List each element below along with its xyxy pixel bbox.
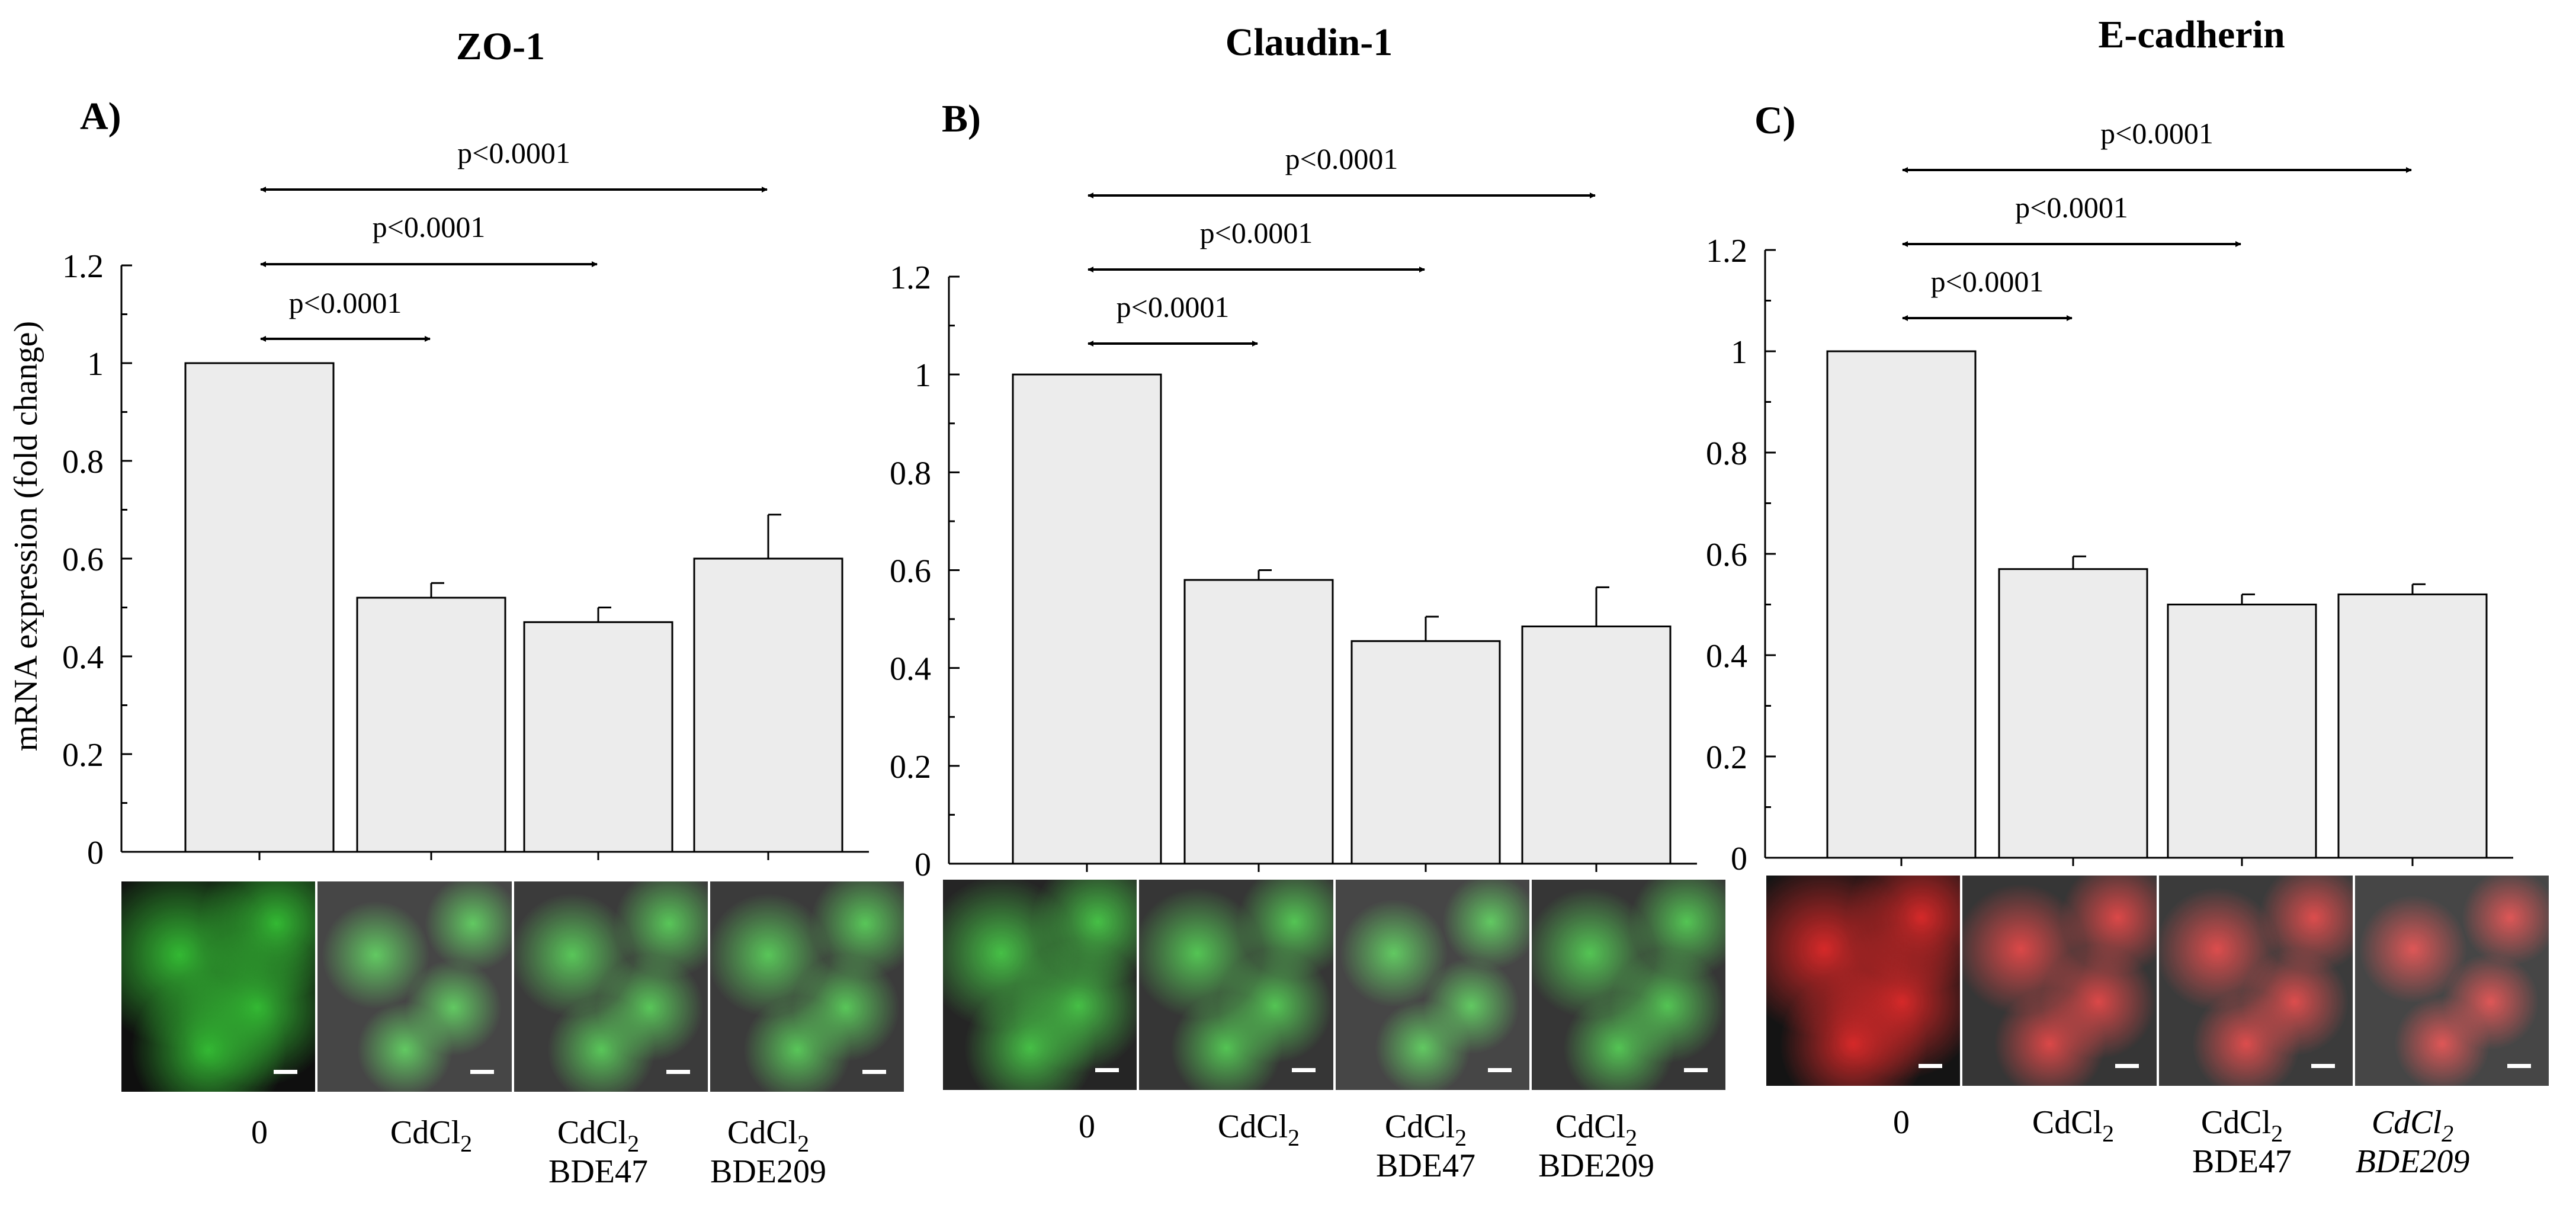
micrograph-tile-4	[710, 881, 904, 1092]
bar-1	[184, 362, 335, 853]
micrograph-tile-2	[317, 881, 512, 1092]
bar-4	[2337, 593, 2488, 859]
micrograph-tile-2	[1139, 880, 1333, 1090]
category-label: CdCl2	[1555, 1108, 1637, 1151]
y-tick-label: 0	[1731, 841, 1747, 877]
y-tick-label: 0.2	[890, 749, 931, 785]
scale-bar	[2507, 1064, 2531, 1068]
micrograph-tile-4	[2354, 876, 2549, 1086]
category-label: CdCl2	[2372, 1104, 2453, 1147]
category-label: CdCl2	[727, 1114, 809, 1157]
scale-bar	[1919, 1064, 1943, 1068]
y-axis-label: mRNA expression (fold change)	[8, 321, 44, 751]
scale-bar	[470, 1070, 494, 1074]
bar-3	[1350, 640, 1501, 865]
y-tick-label: 0.2	[1706, 739, 1747, 776]
scale-bar	[2115, 1064, 2139, 1068]
micrograph-tile-3	[2158, 876, 2353, 1086]
bar-4	[1521, 625, 1672, 865]
category-label: CdCl2	[390, 1114, 472, 1157]
p-value-label: p<0.0001	[1931, 265, 2044, 298]
y-tick-label: 0.8	[62, 444, 104, 480]
y-tick-label: 0.4	[1706, 638, 1747, 675]
category-label-line2: BDE209	[710, 1153, 826, 1190]
bar-2	[356, 597, 506, 853]
bar-2	[1998, 568, 2148, 859]
chart-panel-2: Claudin-1 B) 0 0.2 0.4 0.6 0.8 1 1.2 p<0.0001 p<0.…	[890, 21, 1697, 1184]
y-tick-label: 0.6	[890, 553, 931, 590]
scale-bar	[1291, 1068, 1316, 1072]
panel-label: B)	[942, 97, 981, 140]
category-label: CdCl2	[2032, 1104, 2114, 1147]
panel-title: E-cadherin	[2098, 13, 2285, 56]
p-value-label: p<0.0001	[457, 136, 570, 169]
micrograph-tile-4	[1531, 880, 1725, 1090]
y-tick-label: 1.2	[1706, 233, 1747, 270]
scale-bar	[1684, 1068, 1708, 1072]
y-tick-label: 0.6	[1706, 537, 1747, 573]
category-label-line2: BDE47	[548, 1153, 648, 1190]
y-tick-label: 0	[87, 835, 104, 871]
panel-label: C)	[1754, 99, 1796, 142]
bar-4	[693, 557, 843, 853]
scale-bar	[1095, 1068, 1119, 1072]
category-label-line2: BDE209	[2356, 1143, 2470, 1180]
category-label: 0	[1893, 1104, 1910, 1141]
micrograph-tile-3	[1335, 880, 1529, 1090]
y-tick-label: 0.4	[62, 639, 104, 676]
y-tick-label: 0.2	[62, 737, 104, 774]
bar-2	[1183, 579, 1334, 865]
bar-3	[523, 621, 673, 853]
category-label-line2: BDE209	[1538, 1147, 1654, 1184]
p-value-label: p<0.0001	[1117, 290, 1230, 323]
y-tick-label: 0.6	[62, 541, 104, 578]
micrograph-tile-3	[514, 881, 708, 1092]
p-value-label: p<0.0001	[289, 286, 402, 319]
chart-panel-3: E-cadherin C) 0 0.2 0.4 0.6 0.8 1 1.2 p<0.0001 p<0…	[1706, 13, 2513, 1180]
micrograph-tile-1	[943, 880, 1137, 1090]
bar-1	[1012, 373, 1162, 865]
scale-bar	[274, 1070, 298, 1074]
y-tick-label: 0.4	[890, 651, 931, 688]
category-label: CdCl2	[1218, 1108, 1300, 1151]
bar-3	[2167, 604, 2317, 859]
category-label: 0	[1079, 1108, 1095, 1145]
micrograph-tile-1	[1766, 876, 1961, 1086]
p-value-label: p<0.0001	[2015, 191, 2128, 224]
micrograph-tile-2	[1962, 876, 2157, 1086]
p-value-label: p<0.0001	[1200, 216, 1313, 249]
scale-bar	[862, 1070, 886, 1074]
y-tick-label: 0	[915, 847, 931, 883]
y-tick-label: 1.2	[890, 259, 931, 296]
panel-title: ZO-1	[456, 25, 545, 68]
category-label-line2: BDE47	[2192, 1143, 2292, 1180]
category-label: CdCl2	[2201, 1104, 2283, 1147]
y-tick-label: 0.8	[890, 455, 931, 492]
y-tick-label: 0.8	[1706, 435, 1747, 472]
y-tick-label: 1	[87, 346, 104, 383]
chart-panel-1: ZO-1 A) 0 0.2 0.4 0.6 0.8 1 1.2 p<0.0001 p<0.0001 p…	[62, 25, 869, 1190]
category-label-line2: BDE47	[1376, 1147, 1475, 1184]
category-label: CdCl2	[557, 1114, 639, 1157]
micrograph-tile-1	[121, 881, 316, 1092]
category-label: 0	[251, 1114, 268, 1151]
bar-1	[1826, 350, 1977, 859]
panel-title: Claudin-1	[1226, 21, 1393, 64]
p-value-label: p<0.0001	[373, 210, 486, 243]
p-value-label: p<0.0001	[1285, 142, 1398, 175]
scale-bar	[666, 1070, 690, 1074]
y-tick-label: 1.2	[62, 248, 104, 285]
y-tick-label: 1	[1731, 334, 1747, 371]
scale-bar	[1487, 1068, 1512, 1072]
panel-label: A)	[80, 95, 121, 138]
y-tick-label: 1	[915, 357, 931, 394]
p-value-label: p<0.0001	[2100, 117, 2214, 150]
category-label: CdCl2	[1385, 1108, 1467, 1151]
scale-bar	[2311, 1064, 2335, 1068]
